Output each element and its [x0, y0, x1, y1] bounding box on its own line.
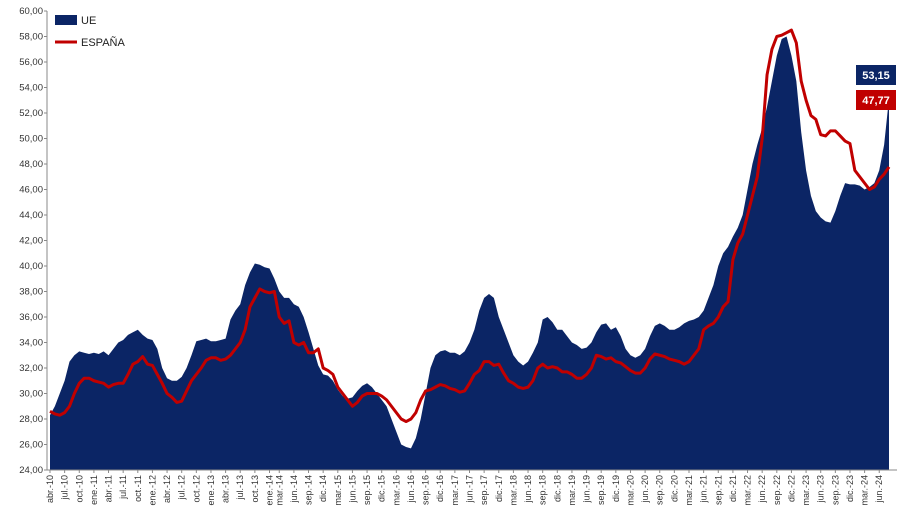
x-tick-label: jul.-10 [60, 475, 70, 501]
x-tick-label: dic.-14 [318, 475, 328, 502]
y-tick-label: 28,00 [19, 414, 43, 425]
y-tick-label: 24,00 [19, 465, 43, 476]
y-tick-label: 42,00 [19, 236, 43, 247]
x-tick-label: ene.-14 [265, 475, 275, 506]
y-tick-label: 34,00 [19, 338, 43, 349]
x-tick-label: jun.-19 [582, 475, 592, 504]
line [49, 28, 891, 424]
x-tick-label: sep.-14 [304, 475, 314, 505]
x-tick-label: dic.-23 [845, 475, 855, 502]
x-tick-label: sep.-23 [830, 475, 840, 505]
x-tick-label: mar.-15 [333, 475, 343, 506]
x-tick-label: jun.-17 [465, 475, 475, 504]
x-tick-label: mar.-17 [450, 475, 460, 506]
x-tick-label: jun.-21 [699, 475, 709, 504]
legend-swatch [55, 15, 77, 25]
x-tick-label: dic.-20 [669, 475, 679, 502]
x-tick-label: mar.-16 [391, 475, 401, 506]
x-tick-label: sep.-18 [538, 475, 548, 505]
legend-label: UE [81, 15, 96, 27]
x-tick-label: ene.-12 [147, 475, 157, 506]
y-tick-label: 54,00 [19, 83, 43, 94]
x-tick-label: mar.-23 [801, 475, 811, 506]
x-tick-label: mar.-20 [625, 475, 635, 506]
y-tick-label: 32,00 [19, 363, 43, 374]
end-label: 47,77 [862, 95, 890, 107]
x-tick-label: mar.-24 [860, 475, 870, 506]
x-tick-label: jun.-16 [406, 475, 416, 504]
x-tick-label: jul.-13 [235, 475, 245, 501]
y-tick-label: 30,00 [19, 389, 43, 400]
end-label-box [856, 65, 896, 85]
y-tick-label: 50,00 [19, 134, 43, 145]
y-tick-label: 46,00 [19, 185, 43, 196]
x-tick-label: sep.-22 [772, 475, 782, 505]
x-tick-label: jul.-11 [118, 475, 128, 500]
y-tick-label: 40,00 [19, 261, 43, 272]
x-tick-label: dic.-22 [786, 475, 796, 502]
x-tick-label: ene.-11 [89, 475, 99, 505]
x-tick-label: dic.-18 [552, 475, 562, 502]
x-tick-label: jul.-12 [177, 475, 187, 501]
x-tick-label: sep.-20 [655, 475, 665, 505]
y-tick-label: 44,00 [19, 210, 43, 221]
x-tick-label: sep.-17 [479, 475, 489, 505]
y-tick-label: 60,00 [19, 6, 43, 17]
x-tick-label: abr.-13 [221, 475, 231, 503]
y-tick-label: 52,00 [19, 108, 43, 119]
x-tick-label: sep.-19 [596, 475, 606, 505]
x-tick-label: jun.-15 [347, 475, 357, 504]
end-label: 53,15 [862, 70, 890, 82]
x-tick-label: oct.-11 [133, 475, 143, 502]
x-tick-label: jun.-20 [640, 475, 650, 504]
x-tick-label: jun.-14 [289, 475, 299, 504]
x-tick-label: dic.-17 [494, 475, 504, 502]
x-tick-label: abr.-10 [45, 475, 55, 503]
y-tick-label: 48,00 [19, 159, 43, 170]
legend-label: ESPAÑA [81, 36, 125, 49]
y-tick-label: 58,00 [19, 32, 43, 43]
y-tick-label: 38,00 [19, 287, 43, 298]
x-tick-label: dic.-21 [728, 475, 738, 502]
x-tick-label: abr.-12 [162, 475, 172, 503]
x-tick-label: mar.-21 [684, 475, 694, 506]
x-tick-label: mar.-22 [743, 475, 753, 506]
x-tick-label: dic.-15 [377, 475, 387, 502]
x-tick-label: sep.-16 [421, 475, 431, 505]
x-tick-label: dic.-19 [611, 475, 621, 502]
x-tick-label: jun.-24 [874, 475, 884, 504]
end-label-box [856, 90, 896, 110]
x-tick-label: abr.-11 [104, 475, 114, 502]
x-tick-label: sep.-15 [362, 475, 372, 505]
x-tick-label: dic.-16 [435, 475, 445, 502]
area [50, 36, 889, 470]
x-tick-label: mar.-18 [508, 475, 518, 506]
x-tick-label: ene.-13 [206, 475, 216, 506]
y-tick-label: 36,00 [19, 312, 43, 323]
y-tick-label: 56,00 [19, 57, 43, 68]
y-tick-label: 26,00 [19, 440, 43, 451]
x-tick-label: sep.-21 [713, 475, 723, 505]
x-tick-label: jun.-22 [757, 475, 767, 504]
x-tick-label: mar.-19 [567, 475, 577, 506]
x-tick-label: mar.-14 [274, 475, 284, 506]
x-tick-label: jun.-23 [816, 475, 826, 504]
x-tick-label: oct.-13 [250, 475, 260, 503]
x-tick-label: jun.-18 [523, 475, 533, 504]
x-tick-label: oct.-10 [74, 475, 84, 503]
x-tick-label: oct.-12 [191, 475, 201, 503]
